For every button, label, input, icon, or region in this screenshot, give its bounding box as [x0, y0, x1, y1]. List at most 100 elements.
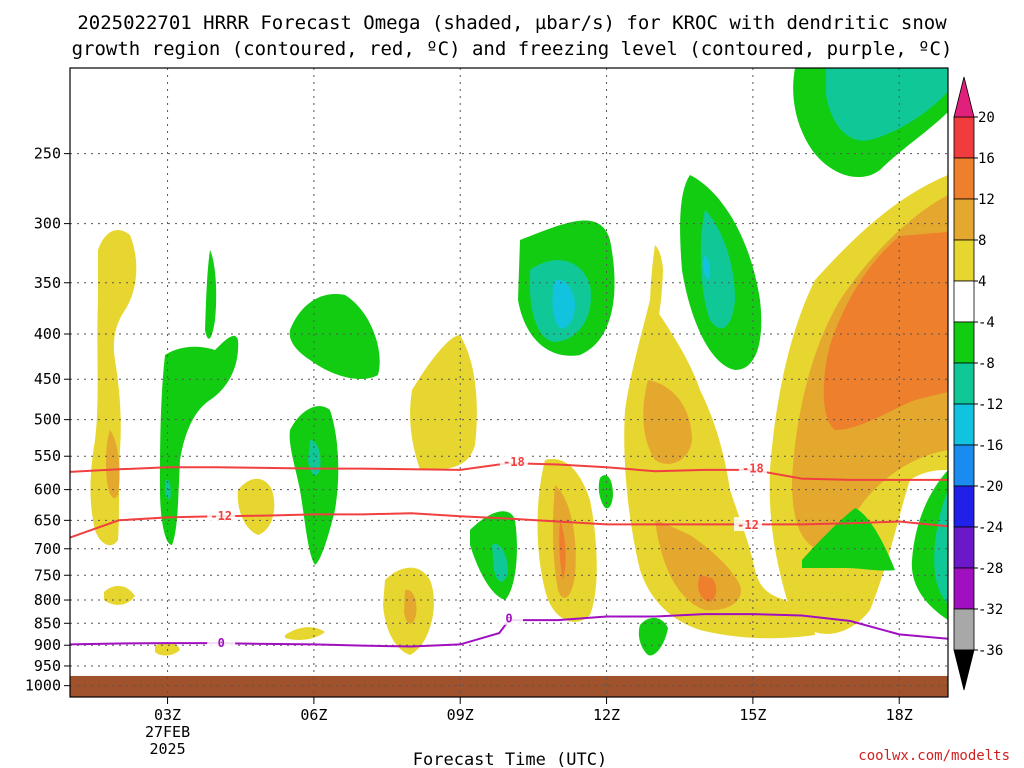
colorbar-label: -24	[978, 520, 1003, 536]
omega-area-negative-06z-top	[289, 294, 380, 380]
colorbar-label: -4	[978, 315, 995, 331]
colorbar-label: 8	[978, 233, 986, 249]
y-tick-label: 450	[34, 370, 61, 388]
colorbar-label: 16	[978, 151, 995, 167]
colorbar-band	[953, 239, 975, 282]
omega-area-negative-03z-spike	[205, 250, 217, 339]
contour-label-bg	[207, 508, 236, 523]
colorbar-label: -32	[978, 602, 1003, 618]
y-tick-label: 700	[34, 540, 61, 558]
contour-label: -18	[742, 462, 764, 476]
plot-frame	[69, 67, 949, 698]
contour-label: 0	[218, 636, 225, 650]
contour-label: -18	[503, 455, 525, 469]
omega-area-teal-lower-right	[934, 490, 948, 604]
omega-area-positive-05z-low	[285, 627, 325, 640]
omega-area-negative-03z	[160, 335, 239, 545]
terrain-layer	[70, 675, 948, 697]
omega-area-teal-top-right	[826, 68, 948, 141]
colorbar-label: 12	[978, 192, 995, 208]
colorbar-label: 4	[978, 274, 986, 290]
y-tick-label: 550	[34, 447, 61, 465]
omega-area-teal-14z	[700, 210, 735, 329]
y-tick-label: 250	[34, 145, 61, 163]
omega-area-cyan-mid-top	[552, 279, 575, 329]
omega-area-orange-02z	[106, 430, 120, 499]
contour-layer: -18 -18 -12 -12 0 0	[69, 453, 949, 650]
colorbar-label: -16	[978, 438, 1003, 454]
y-tick-label: 950	[34, 657, 61, 675]
colorbar-band	[953, 567, 975, 610]
y-tick-label: 300	[34, 215, 61, 233]
colorbar-band	[953, 403, 975, 446]
omega-area-darkorange-center	[698, 575, 717, 602]
omega-area-negative-06z	[289, 406, 339, 565]
credit-text: coolwx.com/modelts	[858, 748, 1010, 764]
omega-area-negative-lower-right-2	[802, 508, 895, 571]
x-tick-label: 27FEB	[145, 723, 190, 741]
colorbar: 20 16 12 8 4 -4 -8 -12 -16 -20 -24 -28 -32 -36	[953, 76, 1003, 691]
omega-area-teal-06z	[308, 440, 321, 476]
omega-area-darkorange-right	[823, 232, 948, 430]
colorbar-band	[953, 362, 975, 405]
x-tick-label: 09Z	[447, 706, 474, 724]
contour-label-bg	[495, 610, 523, 625]
x-tick-label: 2025	[149, 740, 185, 758]
colorbar-band	[953, 526, 975, 569]
x-tick-label: 18Z	[886, 706, 913, 724]
x-tick-label: 12Z	[593, 706, 620, 724]
chart-title-line-1: 2025022701 HRRR Forecast Omega (shaded, …	[77, 12, 947, 34]
contour-label: 0	[505, 612, 512, 626]
colorbar-label: -36	[978, 643, 1003, 659]
colorbar-band	[953, 198, 975, 241]
y-axis: 250 300 350 400 450 500 550 600 650 700 750 800 850 9…	[25, 145, 70, 695]
omega-area-positive-09z	[410, 335, 477, 470]
contour-label: -12	[210, 509, 232, 523]
y-tick-label: 650	[34, 511, 61, 529]
y-tick-label: 350	[34, 274, 61, 292]
colorbar-label: -28	[978, 561, 1003, 577]
omega-area-positive-spike-1	[649, 245, 663, 340]
omega-area-negative-13z	[638, 617, 668, 656]
colorbar-label: -8	[978, 356, 995, 372]
omega-area-teal-10z	[492, 544, 508, 582]
x-tick-label: 15Z	[739, 706, 766, 724]
omega-area-negative-12z	[598, 475, 613, 509]
colorbar-band	[953, 157, 975, 200]
contour-label-bg	[738, 460, 767, 475]
contour-label-bg	[734, 517, 763, 532]
x-tick-label: 03Z	[154, 706, 181, 724]
omega-area-orange-center-2	[655, 520, 741, 611]
colorbar-band	[953, 280, 975, 323]
contour-label: -12	[737, 518, 759, 532]
omega-area-orange-center	[643, 380, 692, 464]
contour-label-bg	[207, 635, 236, 650]
colorbar-label: 20	[978, 110, 995, 126]
colorbar-top-arrow	[953, 76, 975, 118]
colorbar-band	[953, 321, 975, 364]
y-tick-label: 900	[34, 636, 61, 654]
terrain-fill	[70, 675, 948, 697]
y-tick-label: 500	[34, 411, 61, 429]
x-axis-label: Forecast Time (UTC)	[413, 750, 607, 768]
omega-area-darkorange-10z	[559, 520, 566, 580]
contour-label-bg	[499, 453, 528, 468]
omega-area-positive-05z	[237, 478, 275, 535]
colorbar-band	[953, 485, 975, 528]
plot-area: -18 -18 -12 -12 0 0	[69, 67, 949, 698]
omega-area-orange-08z	[404, 589, 417, 624]
y-tick-label: 750	[34, 566, 61, 584]
colorbar-band	[953, 116, 975, 159]
omega-area-positive-02z	[90, 230, 137, 546]
y-tick-label: 850	[34, 614, 61, 632]
omega-area-cyan-14z	[703, 255, 711, 280]
colorbar-bottom-arrow	[953, 649, 975, 691]
y-tick-label: 1000	[25, 677, 61, 695]
y-tick-label: 600	[34, 481, 61, 499]
y-tick-label: 400	[34, 325, 61, 343]
colorbar-band	[953, 444, 975, 487]
x-tick-label: 06Z	[300, 706, 327, 724]
chart-title-line-2: growth region (contoured, red, ºC) and f…	[72, 38, 953, 60]
